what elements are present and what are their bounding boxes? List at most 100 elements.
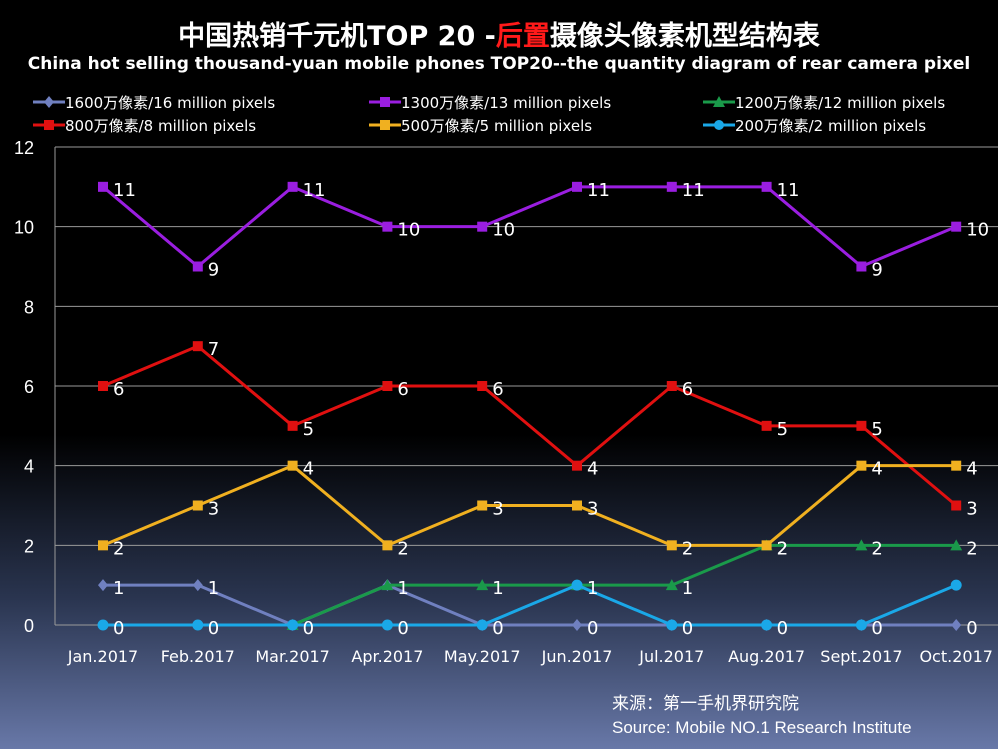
data-point [98,381,108,391]
chart-title-zh: 中国热销千元机TOP 20 -后置摄像头像素机型结构表 [0,14,998,53]
data-point [761,619,773,631]
legend-label: 1300万像素/13 million pixels [401,93,612,112]
data-label: 3 [492,499,503,520]
data-point [287,420,298,431]
data-point [381,579,394,591]
y-tick-label: 8 [24,297,34,317]
data-point [382,221,393,232]
data-label: 6 [113,379,124,400]
data-label: 6 [492,379,503,400]
data-label: 1 [208,578,219,599]
x-tick-label: Jan.2017 [67,647,138,666]
data-label: 2 [777,538,788,559]
data-point [855,539,868,551]
title-highlight: 后置 [495,21,550,52]
series-line [102,344,958,507]
data-point [192,619,204,631]
data-label: 2 [113,538,124,559]
data-point [477,381,488,391]
y-tick-label: 10 [14,218,34,238]
chart-title-en: China hot selling thousand-yuan mobile p… [27,54,971,74]
data-label: 1 [492,578,503,599]
data-label: 0 [303,618,314,639]
data-point [761,540,772,551]
data-label: 9 [871,260,882,281]
data-label: 5 [871,419,882,440]
data-point [572,460,582,471]
x-tick-label: Aug.2017 [728,647,805,666]
data-label: 11 [682,180,705,201]
data-label: 0 [113,618,124,639]
data-point [476,619,488,631]
data-point [192,261,203,272]
series-line [292,543,957,627]
data-label: 11 [303,180,326,201]
data-point [192,500,203,511]
data-label: 0 [966,618,977,639]
data-label: 11 [587,180,610,201]
data-point [572,181,582,192]
data-label: 4 [966,459,977,480]
data-label: 5 [303,419,314,440]
data-point [666,619,678,631]
data-point [98,579,108,592]
data-label: 3 [208,499,219,520]
data-point [287,619,299,631]
data-label: 4 [587,459,598,480]
y-tick-label: 0 [24,616,34,636]
data-label: 11 [777,180,800,201]
legend-label: 1200万像素/12 million pixels [735,93,946,112]
x-tick-label: Jul.2017 [638,647,704,666]
legend-item: 800万像素/8 million pixels [33,115,256,135]
x-tick-label: Oct.2017 [919,647,992,666]
y-tick-label: 6 [24,377,34,397]
data-point [571,579,583,591]
data-label: 0 [777,618,788,639]
data-label: 6 [397,379,408,400]
legend-marker [714,120,724,130]
legend-swatch [703,120,735,130]
data-point [381,619,393,631]
series-line [102,185,957,268]
data-label: 2 [397,538,408,559]
data-label: 4 [303,459,314,480]
data-label: 2 [871,538,882,559]
data-point [98,181,108,192]
data-label: 10 [966,220,989,241]
data-label: 7 [208,339,219,360]
data-point [951,500,962,511]
data-label: 1 [682,578,693,599]
title-prefix: 中国热销千元机TOP 20 - [178,21,496,52]
legend-swatch [33,96,65,108]
data-point [951,619,962,631]
y-tick-label: 12 [14,138,34,158]
data-point [477,221,488,232]
data-point [572,500,582,511]
data-point [287,460,298,471]
legend-item: 1600万像素/16 million pixels [33,92,275,112]
title-suffix: 摄像头像素机型结构表 [549,21,820,52]
data-label: 0 [682,618,693,639]
legend-swatch [33,120,65,130]
data-point [666,381,677,391]
data-label: 0 [871,618,882,639]
chart-legend: 1600万像素/16 million pixels 1300万像素/13 mill… [0,92,998,140]
legend-marker [713,96,725,107]
data-point [761,181,772,192]
x-tick-label: Jun.2017 [541,647,613,666]
data-point [950,579,962,591]
data-point [666,540,677,551]
data-label: 1 [113,578,124,599]
data-point [856,261,867,272]
data-point [98,540,108,551]
y-tick-label: 2 [24,536,34,556]
data-point [476,579,489,591]
legend-marker [380,97,390,107]
data-point [951,460,962,471]
data-point [382,540,393,551]
data-label: 0 [587,618,598,639]
legend-item: 200万像素/2 million pixels [703,115,926,135]
legend-label: 1600万像素/16 million pixels [65,93,276,112]
legend-label: 800万像素/8 million pixels [65,116,257,135]
x-tick-label: Feb.2017 [161,647,235,666]
